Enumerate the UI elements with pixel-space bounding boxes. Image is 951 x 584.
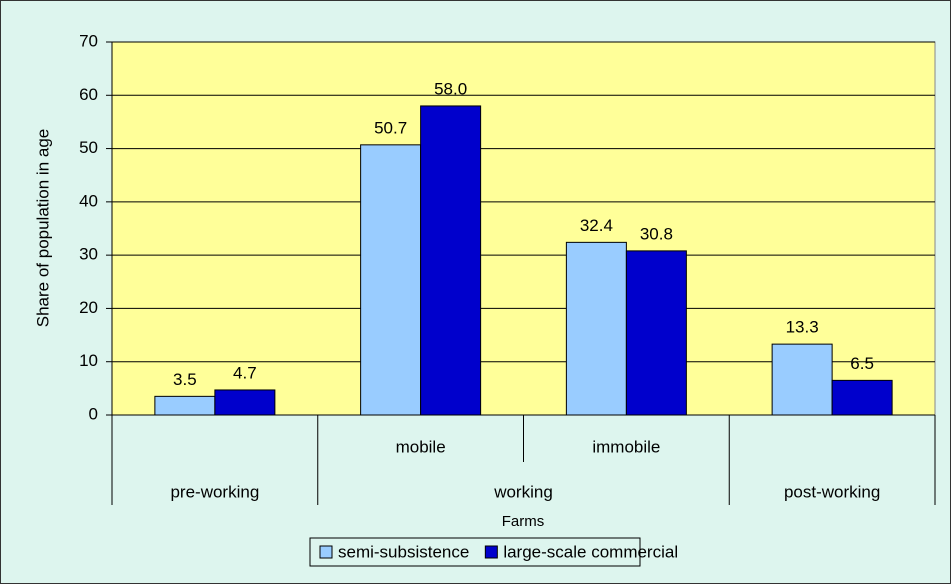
data-label: 58.0 xyxy=(434,79,467,98)
data-label: 30.8 xyxy=(640,224,673,243)
y-tick-label: 20 xyxy=(79,298,98,317)
bar xyxy=(154,395,216,416)
group-label: pre-working xyxy=(170,482,259,501)
x-axis-title: Farms xyxy=(502,513,545,530)
data-label: 3.5 xyxy=(173,370,197,389)
y-tick-label: 70 xyxy=(79,31,98,50)
y-axis-title: Share of population in age xyxy=(33,129,52,328)
data-label: 50.7 xyxy=(374,118,407,137)
y-tick-label: 50 xyxy=(79,138,98,157)
bar xyxy=(565,241,627,416)
legend-label: semi-subsistence xyxy=(338,542,469,561)
data-label: 6.5 xyxy=(850,354,874,373)
bar xyxy=(360,144,422,416)
bar xyxy=(214,389,276,416)
y-tick-label: 10 xyxy=(79,351,98,370)
bar xyxy=(625,250,687,416)
data-label: 32.4 xyxy=(580,216,613,235)
y-tick-label: 0 xyxy=(89,404,98,423)
y-tick-label: 40 xyxy=(79,191,98,210)
data-label: 13.3 xyxy=(786,318,819,337)
bar xyxy=(831,379,893,416)
group-label: working xyxy=(493,482,553,501)
y-tick-label: 30 xyxy=(79,245,98,264)
legend-box xyxy=(309,537,641,567)
x-tick-label: mobile xyxy=(396,437,446,456)
y-tick-label: 60 xyxy=(79,85,98,104)
group-label: post-working xyxy=(784,482,880,501)
legend-label: large-scale commercial xyxy=(503,542,678,561)
legend-swatch xyxy=(319,545,333,559)
bar xyxy=(771,343,833,416)
x-tick-label: immobile xyxy=(592,437,660,456)
data-label: 4.7 xyxy=(233,363,257,382)
bar xyxy=(420,105,482,416)
legend-swatch xyxy=(484,545,498,559)
